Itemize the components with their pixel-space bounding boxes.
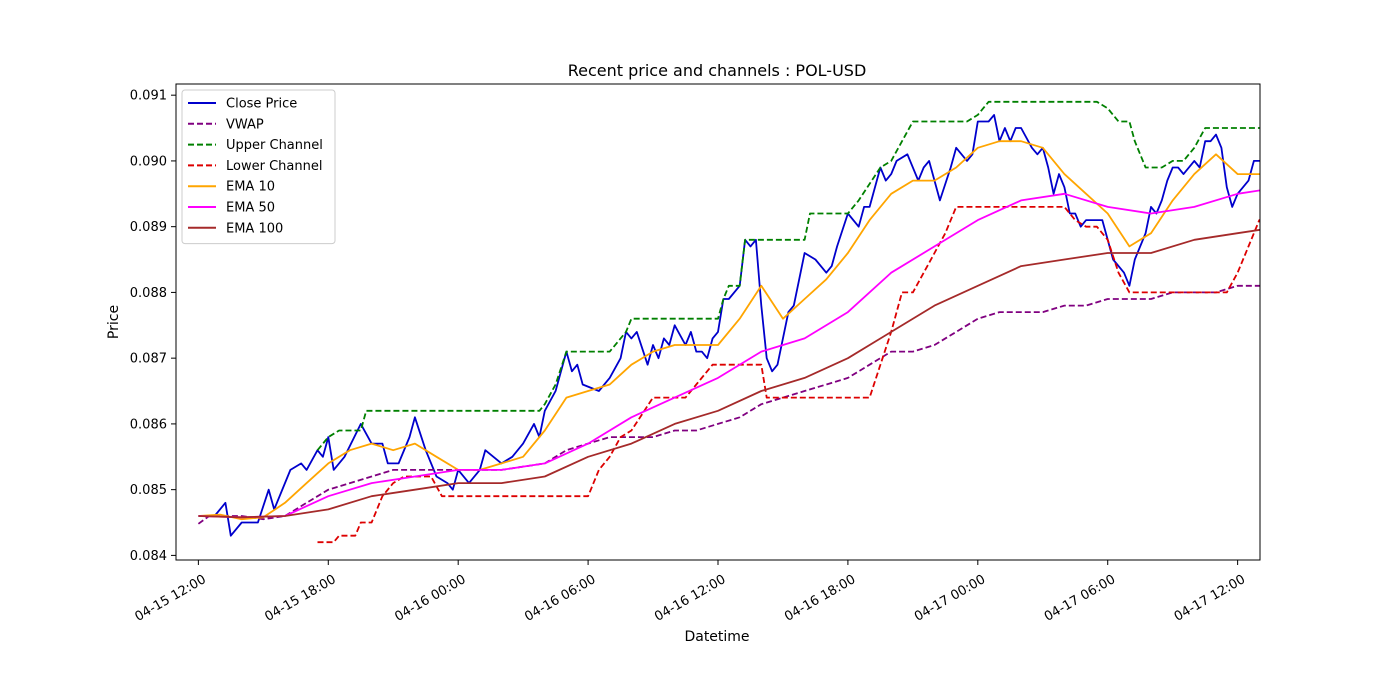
y-tick-label: 0.087 bbox=[130, 352, 167, 367]
y-tick-label: 0.089 bbox=[130, 220, 167, 235]
y-tick-label: 0.084 bbox=[130, 549, 167, 564]
series-layer bbox=[197, 100, 1260, 544]
chart-title: Recent price and channels : POL-USD bbox=[568, 61, 867, 80]
legend-label: Upper Channel bbox=[226, 138, 323, 153]
x-axis-label: Datetime bbox=[684, 629, 749, 645]
y-tick-label: 0.086 bbox=[130, 417, 167, 432]
series-line-vwap bbox=[197, 284, 1260, 525]
y-tick-label: 0.088 bbox=[130, 286, 167, 301]
y-tick-label: 0.091 bbox=[130, 89, 167, 104]
legend: Close Price VWAP Upper Channel Lower Channe… bbox=[181, 89, 336, 245]
series-line-ema-50 bbox=[198, 189, 1260, 519]
legend-label: VWAP bbox=[226, 117, 264, 132]
series-line-ema-10 bbox=[198, 140, 1260, 521]
legend-label: Close Price bbox=[226, 97, 297, 112]
y-tick-label: 0.085 bbox=[130, 483, 167, 498]
legend-box bbox=[181, 89, 336, 245]
y-axis: 0.084 0.085 0.086 0.087 0.088 0.089 0.090 0.091 bbox=[130, 89, 176, 564]
y-tick-label: 0.090 bbox=[130, 154, 167, 169]
y-axis-label: Price bbox=[106, 305, 122, 339]
series-line-lower-channel bbox=[317, 205, 1260, 544]
legend-label: EMA 10 bbox=[226, 180, 275, 195]
series-line-close-price bbox=[198, 114, 1260, 537]
series-line-upper-channel bbox=[316, 100, 1260, 451]
legend-label: EMA 100 bbox=[226, 221, 283, 236]
series-line-ema-100 bbox=[198, 228, 1260, 519]
legend-label: Lower Channel bbox=[226, 159, 322, 174]
legend-label: EMA 50 bbox=[226, 201, 275, 216]
